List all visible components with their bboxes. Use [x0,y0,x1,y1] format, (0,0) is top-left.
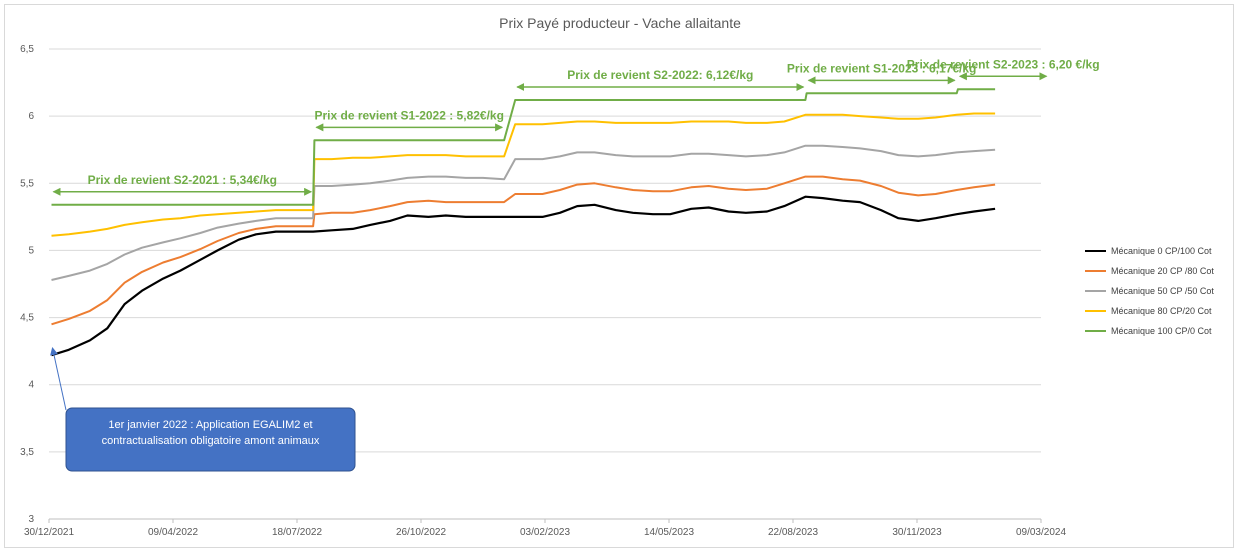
legend-entry: Mécanique 50 CP /50 Cot [1111,286,1214,296]
legend-entry: Mécanique 20 CP /80 Cot [1111,266,1214,276]
legend-entry: Mécanique 100 CP/0 Cot [1111,326,1212,336]
annotation-label: Prix de revient S1-2023 : 6,17€/kg [787,61,976,75]
annotation-label: Prix de revient S2-2023 : 6,20 €/kg [907,57,1100,71]
y-tick-label: 6 [28,111,34,122]
series-line-1 [51,195,996,357]
series-line-2 [51,175,996,326]
y-tick-label: 3,5 [20,447,34,458]
x-tick-label: 30/12/2021 [24,527,74,538]
y-tick-label: 6,5 [20,44,34,55]
y-tick-label: 5 [28,245,34,256]
x-tick-label: 18/07/2022 [272,527,322,538]
annotation-layer: Prix de revient S2-2021 : 5,34€/kg Prix d… [52,57,1100,196]
x-tick-label: 30/11/2023 [892,527,942,538]
x-tick-label: 09/03/2024 [1016,527,1066,538]
series-line-4 [51,112,996,237]
callout-pointer [50,347,67,411]
series-layer [51,88,996,357]
callout-text-line: 1er janvier 2022 : Application EGALIM2 e… [108,419,312,431]
legend-entry: Mécanique 0 CP/100 Cot [1111,246,1212,256]
x-tick-label: 22/08/2023 [768,527,818,538]
callout-box [65,407,356,472]
annotation-label: Prix de revient S2-2022: 6,12€/kg [567,68,753,82]
callout-text-line: contractualisation obligatoire amont ani… [102,435,320,447]
x-tick-label: 03/02/2023 [520,527,570,538]
chart-title: Prix Payé producteur - Vache allaitante [499,15,741,31]
series-line-5 [51,88,996,206]
y-tick-label: 3 [28,514,34,525]
grid: 3 3,5 4 4,5 5 5,5 6 6,5 30/12/2021 09/04/2022 18/0… [20,44,1066,538]
legend-entry: Mécanique 80 CP/20 Cot [1111,306,1212,316]
y-tick-label: 4,5 [20,313,34,324]
y-tick-label: 5,5 [20,178,34,189]
callout-layer: 1er janvier 2022 : Application EGALIM2 e… [50,347,356,472]
annotation-label: Prix de revient S2-2021 : 5,34€/kg [88,173,277,187]
x-tick-label: 26/10/2022 [396,527,446,538]
x-tick-label: 09/04/2022 [148,527,198,538]
x-tick-label: 14/05/2023 [644,527,694,538]
series-line-3 [51,144,996,281]
annotation-label: Prix de revient S1-2022 : 5,82€/kg [314,108,503,122]
legend: Mécanique 0 CP/100 Cot Mécanique 20 CP /8… [1085,246,1214,336]
y-tick-label: 4 [28,380,34,391]
